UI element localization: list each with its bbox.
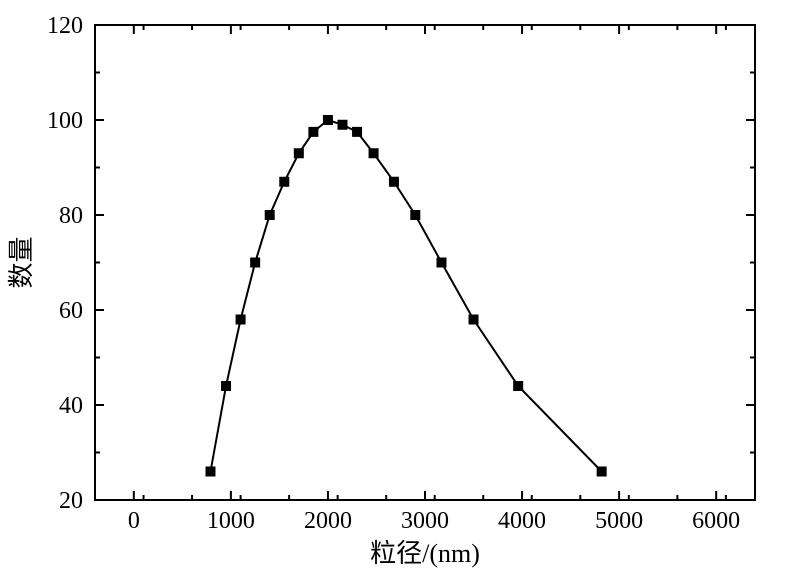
x-tick-label: 2000 bbox=[304, 508, 352, 534]
y-axis-label: 数量 bbox=[7, 236, 36, 288]
particle-size-distribution-chart: 0 1000 2000 3000 4000 5000 6000 20 40 60 80 100 120 粒… bbox=[0, 0, 800, 584]
x-tick-label: 1000 bbox=[207, 508, 255, 534]
x-tick-label: 3000 bbox=[401, 508, 449, 534]
x-tick-label: 0 bbox=[128, 508, 140, 534]
data-marker bbox=[338, 120, 348, 130]
data-marker bbox=[279, 177, 289, 187]
data-marker bbox=[352, 127, 362, 137]
data-marker bbox=[294, 148, 304, 158]
y-tick-label: 80 bbox=[59, 203, 83, 229]
y-tick-label: 40 bbox=[59, 393, 83, 419]
chart-background bbox=[0, 0, 800, 584]
data-marker bbox=[513, 381, 523, 391]
y-tick-label: 120 bbox=[47, 13, 83, 39]
data-marker bbox=[410, 210, 420, 220]
x-axis-label: 粒径/(nm) bbox=[370, 539, 480, 568]
y-tick-label: 100 bbox=[47, 108, 83, 134]
data-marker bbox=[437, 258, 447, 268]
y-tick-label: 20 bbox=[59, 488, 83, 514]
data-marker bbox=[236, 315, 246, 325]
data-marker bbox=[469, 315, 479, 325]
data-marker bbox=[250, 258, 260, 268]
data-marker bbox=[265, 210, 275, 220]
chart-svg: 0 1000 2000 3000 4000 5000 6000 20 40 60 80 100 120 粒… bbox=[0, 0, 800, 584]
x-tick-label: 6000 bbox=[692, 508, 740, 534]
data-marker bbox=[597, 467, 607, 477]
x-tick-label: 4000 bbox=[498, 508, 546, 534]
data-marker bbox=[206, 467, 216, 477]
y-tick-label: 60 bbox=[59, 298, 83, 324]
x-tick-label: 5000 bbox=[595, 508, 643, 534]
data-marker bbox=[389, 177, 399, 187]
data-marker bbox=[369, 148, 379, 158]
data-marker bbox=[323, 115, 333, 125]
data-marker bbox=[221, 381, 231, 391]
data-marker bbox=[308, 127, 318, 137]
